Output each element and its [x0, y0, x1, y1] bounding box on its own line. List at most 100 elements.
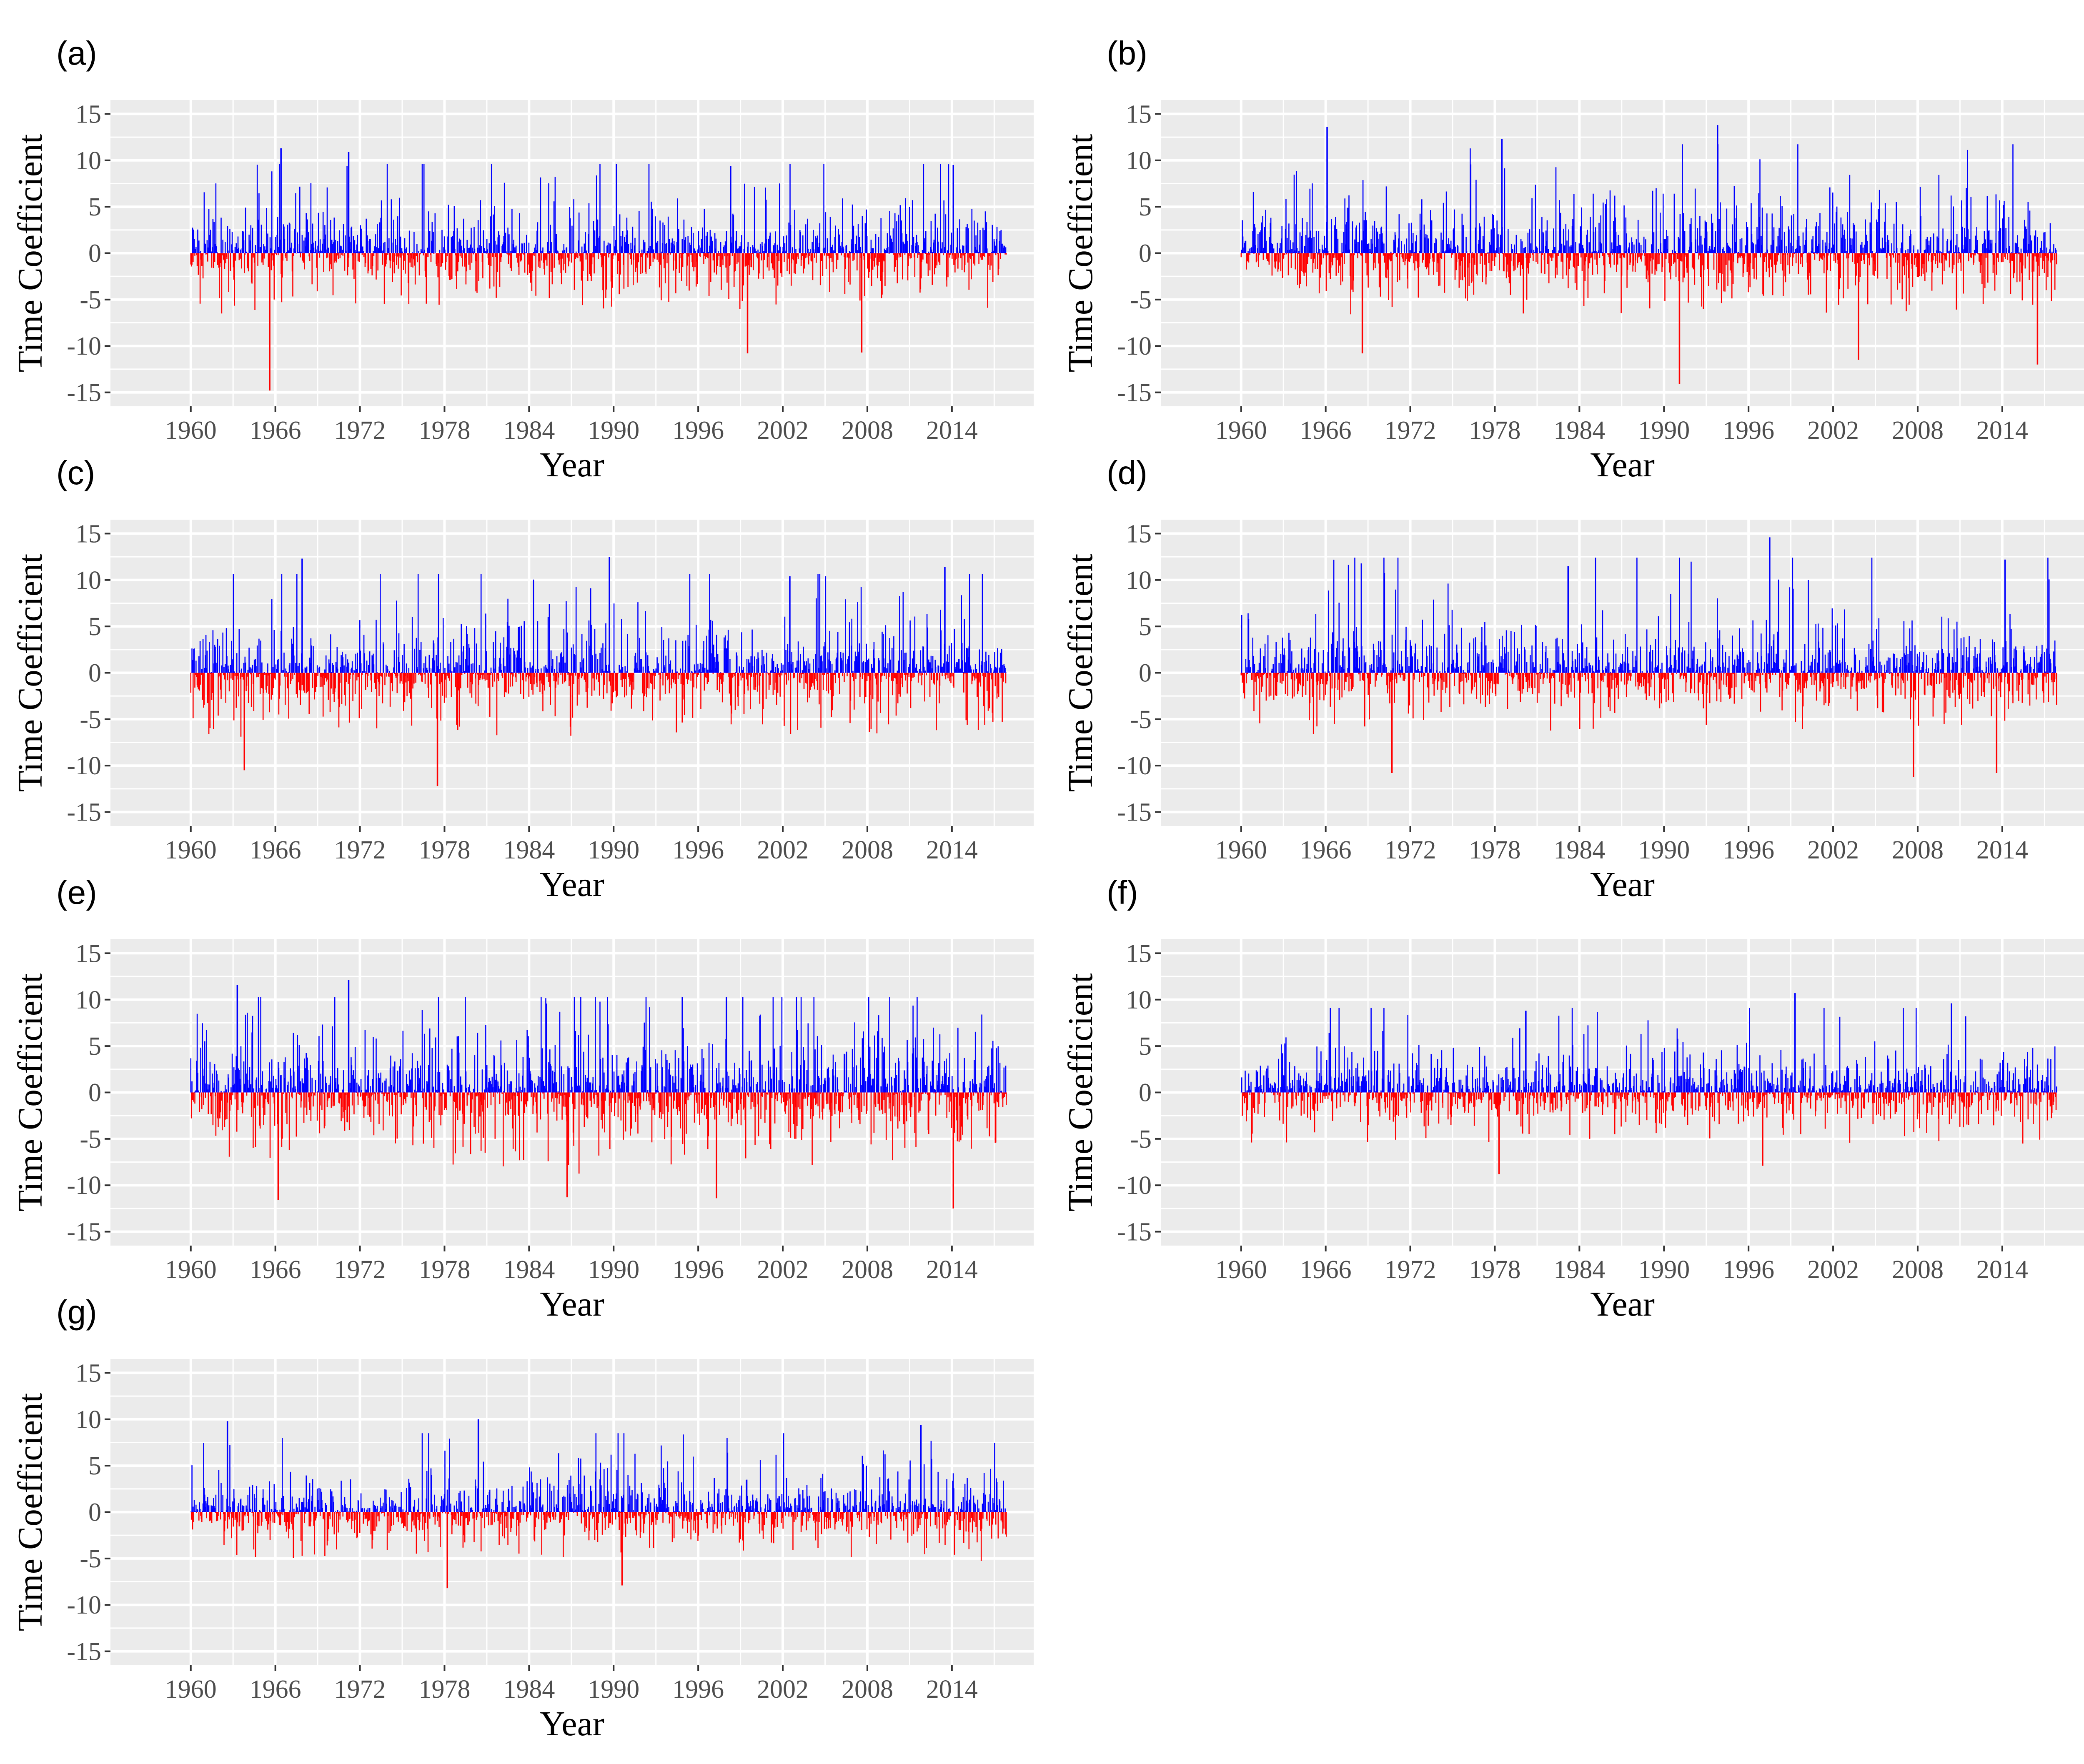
x-tick-label: 1960: [1215, 416, 1267, 445]
panel-c: -15 -10 -5 0 5 10 15 1960 1966 1972 1978 1984 1990 19…: [11, 454, 1034, 904]
x-tick-label: 1978: [1469, 416, 1520, 445]
x-tick-label: 1960: [165, 416, 217, 445]
y-tick-label: -15: [1117, 379, 1152, 407]
x-tick-label: 1990: [588, 1256, 639, 1284]
negative-bars: [1240, 673, 2057, 734]
y-tick-label: -10: [67, 332, 101, 360]
x-tick-label: 2002: [1807, 416, 1859, 445]
y-tick-label: 10: [1126, 986, 1152, 1014]
x-tick-label: 1960: [165, 1256, 217, 1284]
y-tick-label: 0: [1139, 1079, 1152, 1107]
x-tick-label: 1984: [503, 1675, 555, 1704]
y-tick-label: -10: [1117, 752, 1152, 780]
x-tick-label: 2008: [842, 1675, 893, 1704]
x-tick-label: 2014: [1976, 836, 2028, 864]
y-tick-label: 15: [75, 520, 101, 548]
y-tick-label: 15: [75, 100, 101, 128]
negative-bars: [190, 1512, 1007, 1561]
y-tick-label: -15: [67, 1218, 101, 1246]
x-tick-label: 1990: [1638, 1256, 1690, 1284]
x-axis-title: Year: [1590, 1285, 1655, 1324]
y-axis-title: Time Coefficient: [11, 973, 50, 1212]
x-tick-label: 2014: [926, 836, 978, 864]
x-axis-title: Year: [540, 865, 604, 904]
x-tick-label: 1984: [1553, 1256, 1605, 1284]
bars: [1240, 993, 2057, 1174]
y-tick-label: -15: [1117, 798, 1152, 827]
x-tick-label: 1996: [1723, 836, 1774, 864]
x-tick-label: 1966: [250, 1256, 301, 1284]
y-tick-label: -15: [1117, 1218, 1152, 1246]
x-tick-label: 2002: [757, 1256, 809, 1284]
x-tick-label: 1990: [588, 1675, 639, 1704]
y-tick-label: 5: [1139, 613, 1152, 641]
y-tick-label: 10: [1126, 147, 1152, 175]
y-tick-label: -15: [67, 798, 101, 827]
x-axis-title: Year: [540, 1704, 604, 1743]
panel-label: (c): [56, 454, 95, 491]
x-tick-label: 1972: [1385, 1256, 1436, 1284]
y-tick-label: 5: [1139, 193, 1152, 221]
x-tick-label: 1960: [1215, 1256, 1267, 1284]
x-tick-label: 2008: [842, 836, 893, 864]
bars: [190, 980, 1007, 1209]
x-tick-label: 1960: [165, 1675, 217, 1704]
y-tick-label: -10: [67, 1591, 101, 1619]
bars: [190, 1419, 1007, 1589]
x-tick-label: 1990: [1638, 836, 1690, 864]
positive-bars: [191, 574, 1007, 673]
y-axis-title: Time Coefficient: [1061, 554, 1100, 792]
y-tick-label: 5: [1139, 1032, 1152, 1061]
x-tick-label: 1984: [503, 416, 555, 445]
y-tick-label: 15: [1126, 100, 1152, 128]
y-tick-label: -10: [1117, 1171, 1152, 1200]
x-tick-label: 1996: [672, 1675, 724, 1704]
y-tick-label: -10: [67, 1171, 101, 1200]
x-axis-title: Year: [540, 445, 604, 484]
x-tick-label: 1972: [1385, 836, 1436, 864]
positive-bars: [190, 1433, 1006, 1512]
negative-bars: [190, 253, 1007, 314]
y-tick-label: 0: [88, 240, 101, 268]
y-tick-label: -15: [67, 1638, 101, 1666]
x-tick-label: 1984: [1553, 836, 1605, 864]
y-tick-label: -5: [80, 706, 101, 734]
bars: [1240, 537, 2057, 777]
x-tick-label: 2008: [842, 416, 893, 445]
x-tick-label: 2014: [1976, 416, 2028, 445]
x-tick-label: 1996: [1723, 1256, 1774, 1284]
panel-label: (a): [56, 35, 97, 72]
y-tick-label: -5: [1130, 1125, 1152, 1153]
y-tick-label: 0: [1139, 240, 1152, 268]
y-tick-label: 0: [1139, 659, 1152, 688]
y-tick-label: 15: [75, 939, 101, 968]
x-tick-label: 1966: [1300, 1256, 1352, 1284]
x-tick-label: 1972: [1385, 416, 1436, 445]
positive-bars: [1240, 1008, 2057, 1093]
panel-label: (e): [56, 874, 97, 911]
y-tick-label: 10: [1126, 566, 1152, 595]
panel-label: (g): [56, 1294, 97, 1331]
panel-label: (d): [1107, 454, 1147, 491]
x-tick-label: 2008: [1892, 416, 1944, 445]
x-tick-label: 1972: [334, 836, 386, 864]
x-tick-label: 2014: [926, 1256, 978, 1284]
y-tick-label: 0: [88, 1079, 101, 1107]
y-tick-label: 15: [1126, 939, 1152, 968]
x-tick-label: 1972: [334, 1256, 386, 1284]
panel-e: -15 -10 -5 0 5 10 15 1960 1966 1972 1978 1984 1990 19…: [11, 874, 1034, 1324]
y-tick-label: 15: [1126, 520, 1152, 548]
x-tick-label: 2014: [926, 416, 978, 445]
x-tick-label: 1978: [418, 416, 470, 445]
y-tick-label: 0: [88, 659, 101, 688]
positive-bars: [1241, 558, 2056, 673]
x-tick-label: 2002: [757, 836, 809, 864]
y-tick-label: -10: [1117, 332, 1152, 360]
y-tick-label: 5: [88, 193, 101, 221]
x-tick-label: 1966: [250, 416, 301, 445]
x-tick-label: 1978: [418, 1256, 470, 1284]
negative-bars: [190, 1092, 1007, 1174]
x-tick-label: 2008: [842, 1256, 893, 1284]
x-tick-label: 1996: [1723, 416, 1774, 445]
